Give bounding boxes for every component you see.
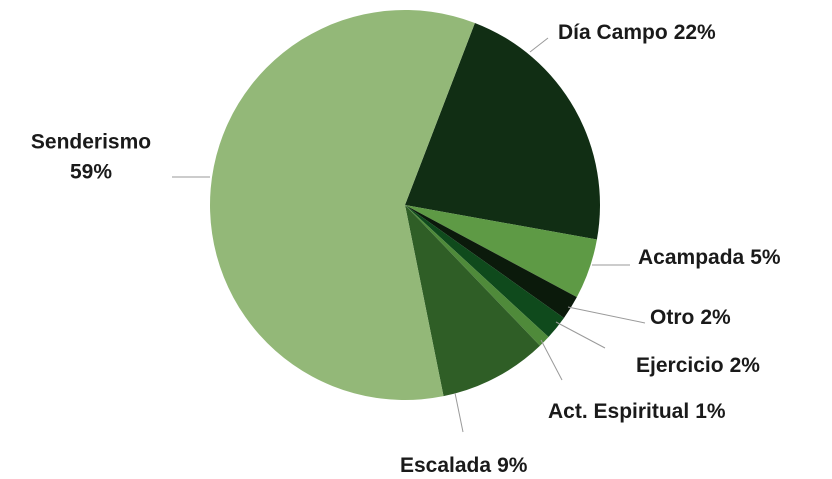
pie-slice [405, 205, 564, 337]
slice-value-label: 9% [497, 454, 528, 477]
leader-line [454, 392, 464, 433]
slice-value-label: 1% [695, 400, 726, 423]
slice-label-group: Día Campo 22% [558, 21, 716, 44]
pie-slice [209, 9, 475, 400]
pie-slice [405, 22, 600, 240]
slice-label: Acampada [638, 246, 745, 269]
slice-value-label: 2% [730, 354, 761, 377]
pie-slice [405, 205, 597, 298]
slice-label-group: Ejercicio 2% [636, 354, 760, 377]
leader-line [540, 339, 563, 381]
slice-label: Senderismo [31, 131, 151, 154]
slice-label-group: Escalada 9% [400, 454, 528, 477]
pie-slice [405, 205, 577, 318]
pie-slice [405, 205, 549, 346]
slice-label-group: Otro 2% [650, 306, 731, 329]
leader-line [567, 306, 646, 324]
slice-label: Otro [650, 306, 694, 329]
leader-line [529, 37, 549, 53]
slice-value-label: 2% [700, 306, 731, 329]
slice-label-group: Act. Espiritual 1% [548, 400, 726, 423]
slice-label: Act. Espiritual [548, 400, 689, 423]
pie-slice [405, 205, 540, 397]
slice-label-group: Acampada 5% [638, 246, 781, 269]
slice-label: Ejercicio [636, 354, 724, 377]
slice-value-label: 22% [674, 21, 716, 44]
leader-line [555, 321, 606, 349]
slice-label: Escalada [400, 454, 491, 477]
slice-value-label: 5% [750, 246, 781, 269]
slice-value-label: 59% [70, 161, 112, 184]
slice-label: Día Campo [558, 21, 668, 44]
